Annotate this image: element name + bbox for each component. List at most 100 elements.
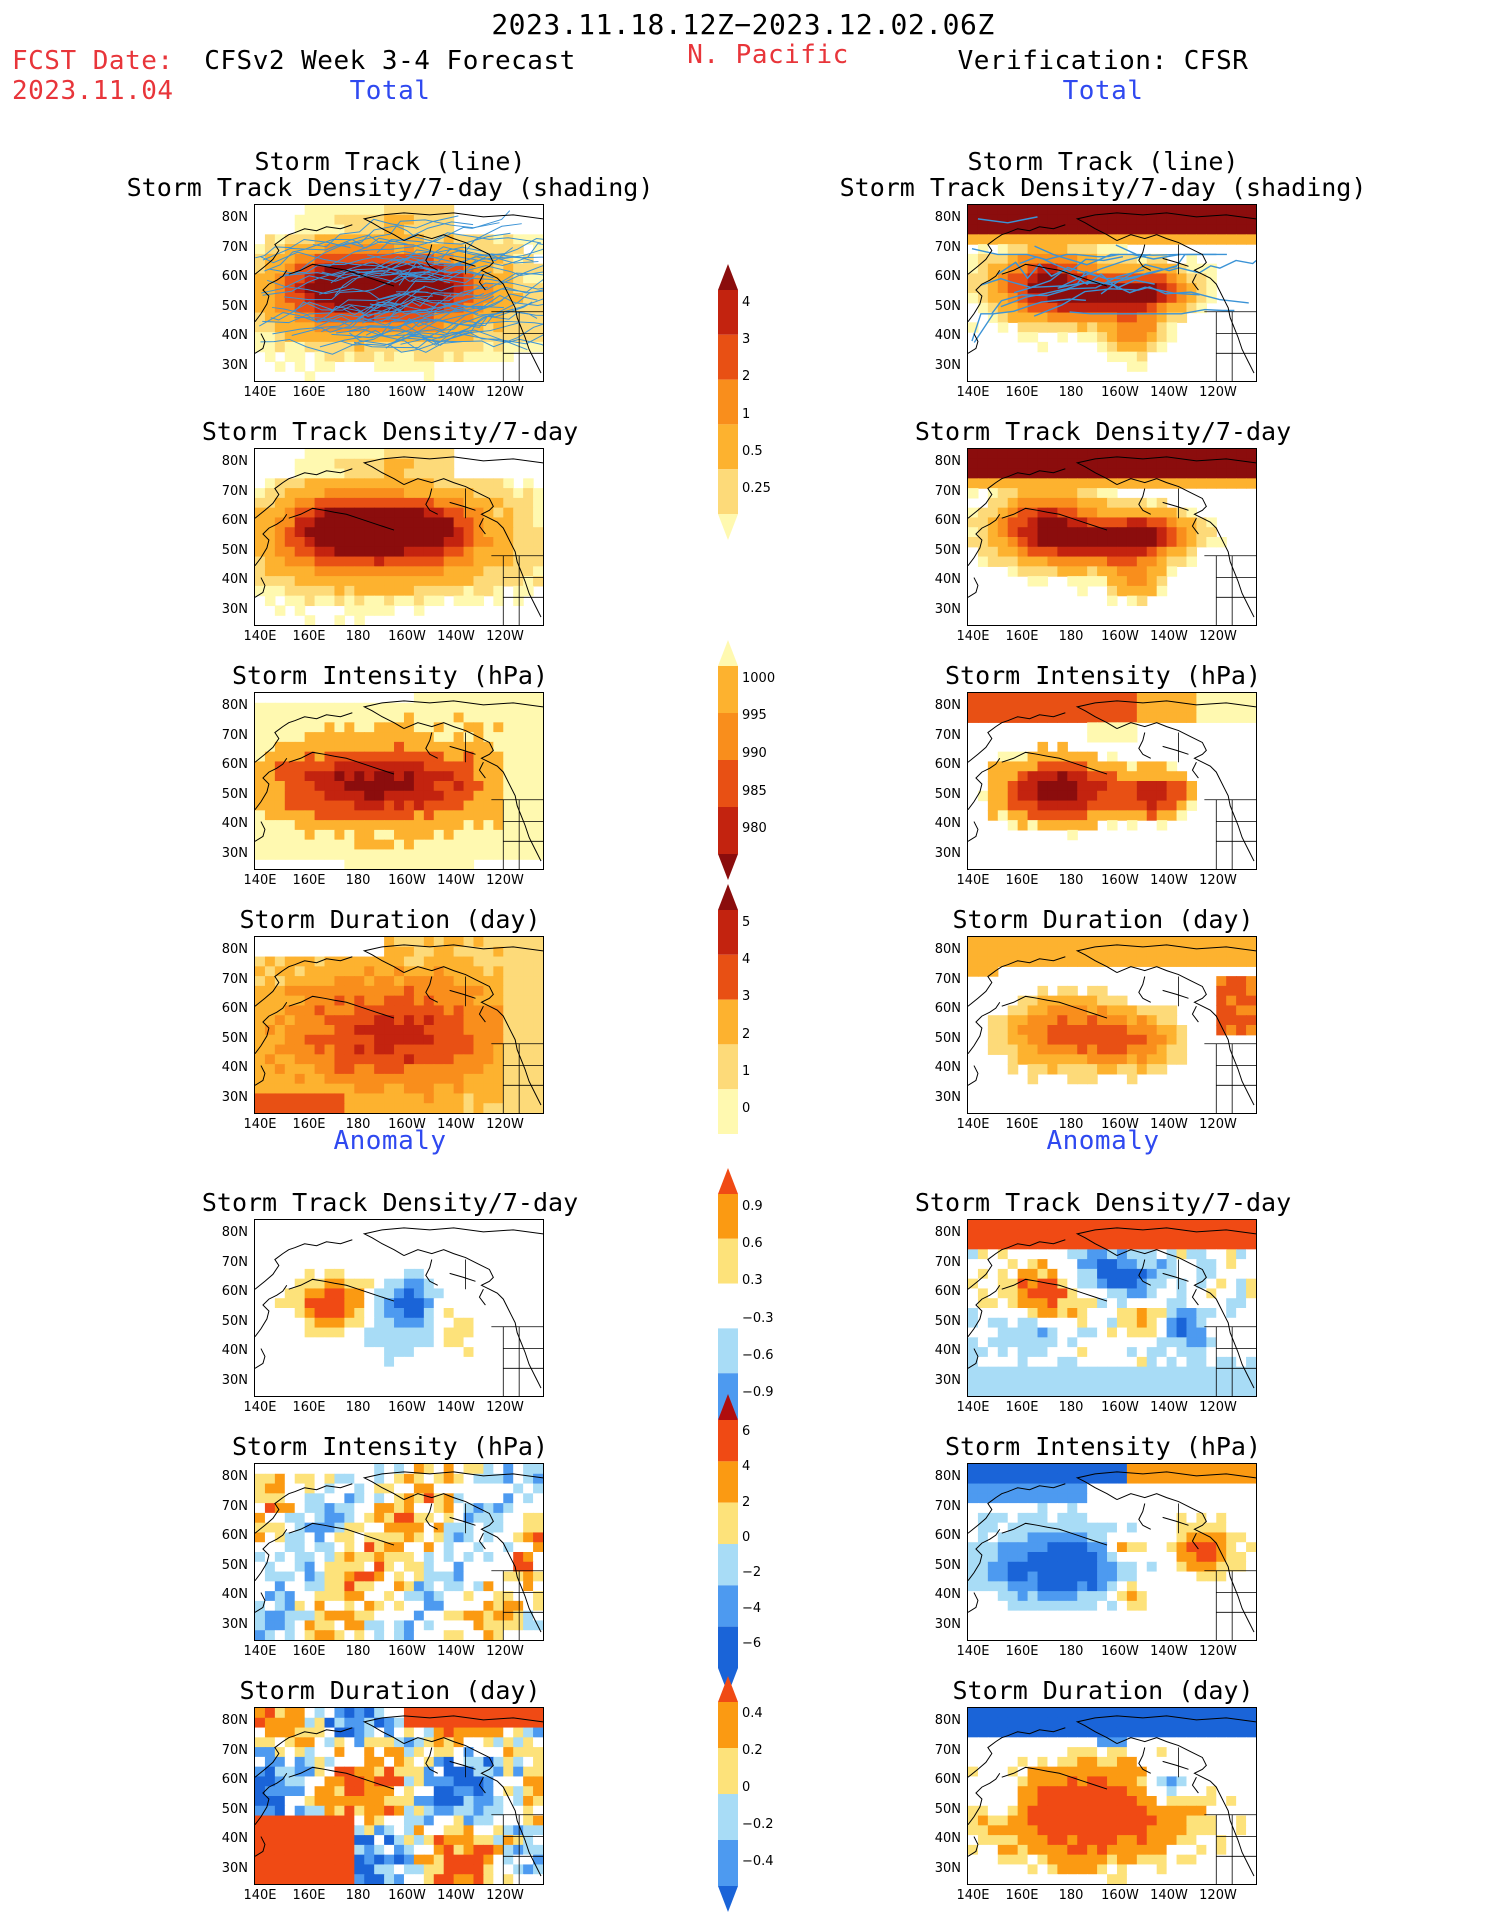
- grid-cell: [503, 790, 514, 802]
- grid-cell: [503, 761, 514, 772]
- grid-cell: [324, 790, 336, 802]
- grid-cell: [453, 537, 465, 548]
- grid-cell: [423, 702, 435, 714]
- grid-cell: [1077, 507, 1088, 519]
- grid-cell: [294, 517, 306, 528]
- grid-cell: [304, 1591, 316, 1602]
- grid-cell: [1057, 1298, 1068, 1309]
- grid-cell: [1136, 449, 1148, 460]
- grid-cell: [324, 556, 336, 567]
- grid-cell: [433, 1620, 445, 1631]
- grid-cell: [364, 995, 375, 1007]
- grid-cell: [304, 1317, 316, 1329]
- grid-cell: [384, 361, 395, 372]
- storm-track-line: [1059, 253, 1217, 288]
- coastline: [255, 1065, 266, 1086]
- grid-cell: [255, 1376, 266, 1387]
- coastline: [1075, 700, 1256, 730]
- y-tick-label: 30N: [934, 357, 961, 373]
- grid-cell: [1057, 449, 1068, 460]
- grid-cell: [394, 517, 405, 528]
- grid-cell: [997, 546, 1009, 558]
- grid-cell: [413, 1620, 425, 1631]
- grid-cell: [997, 1298, 1009, 1309]
- grid-cell: [314, 283, 326, 294]
- grid-cell: [483, 829, 494, 841]
- grid-cell: [1166, 273, 1178, 284]
- grid-cell: [344, 1073, 355, 1085]
- grid-cell: [1107, 214, 1118, 226]
- grid-cell: [1037, 312, 1049, 323]
- grid-cell: [433, 1015, 445, 1026]
- grid-cell: [344, 478, 355, 489]
- grid-cell: [1126, 595, 1138, 607]
- grid-cell: [513, 1630, 524, 1640]
- grid-cell: [314, 976, 326, 987]
- grid-cell: [394, 1464, 405, 1475]
- coastline: [425, 1503, 438, 1530]
- grid-cell: [274, 1093, 286, 1104]
- y-tick-label: 70N: [221, 1254, 248, 1270]
- grid-cell: [473, 712, 485, 723]
- grid-cell: [403, 1064, 415, 1075]
- grid-cell: [523, 1025, 534, 1036]
- grid-cell: [294, 1581, 306, 1592]
- grid-cell: [314, 546, 326, 558]
- grid-cell: [344, 1249, 355, 1260]
- grid-cell: [255, 1249, 266, 1260]
- grid-cell: [364, 1591, 375, 1602]
- grid-cell: [1037, 302, 1049, 314]
- grid-cell: [1017, 790, 1029, 802]
- grid-cell: [493, 741, 504, 753]
- grid-cell: [413, 273, 425, 284]
- grid-cell: [284, 771, 296, 782]
- grid-cell: [423, 1522, 435, 1534]
- grid-cell: [443, 1542, 455, 1553]
- grid-cell: [304, 1356, 316, 1368]
- grid-cell: [1007, 1034, 1019, 1046]
- grid-cell: [344, 966, 355, 977]
- grid-cell: [255, 322, 266, 333]
- grid-cell: [374, 1620, 385, 1631]
- grid-cell: [513, 702, 524, 714]
- grid-cell: [413, 1317, 425, 1329]
- grid-cell: [453, 1025, 465, 1036]
- grid-cell: [1027, 1308, 1039, 1319]
- grid-cell: [1007, 1064, 1019, 1075]
- grid-cell: [314, 1620, 326, 1631]
- grid-cell: [523, 1464, 534, 1475]
- grid-cell: [413, 1005, 425, 1016]
- grid-cell: [503, 1093, 514, 1104]
- grid-cell: [304, 1249, 316, 1260]
- grid-cell: [483, 810, 494, 821]
- grid-cell: [433, 224, 445, 235]
- grid-cell: [403, 800, 415, 811]
- grid-cell: [523, 976, 534, 987]
- grid-cell: [997, 205, 1009, 216]
- grid-cell: [997, 1317, 1009, 1329]
- storm-track-line: [405, 243, 543, 267]
- grid-cell: [294, 537, 306, 548]
- grid-cell: [1007, 1278, 1019, 1290]
- y-tick-label: 30N: [934, 845, 961, 861]
- grid-cell: [523, 995, 534, 1007]
- grid-cell: [394, 976, 405, 987]
- grid-cell: [384, 1376, 395, 1387]
- storm-track-line: [272, 315, 399, 335]
- grid-cell: [1246, 1005, 1256, 1016]
- grid-cell: [1027, 322, 1039, 333]
- grid-cell: [513, 771, 524, 782]
- grid-cell: [1116, 458, 1128, 470]
- grid-cell: [374, 1347, 385, 1358]
- coastline: [1075, 456, 1256, 486]
- grid-cell: [334, 820, 345, 831]
- grid-cell: [1107, 517, 1118, 528]
- grid-cell: [453, 1259, 465, 1270]
- grid-cell: [433, 566, 445, 577]
- grid-cell: [374, 1054, 385, 1065]
- grid-cell: [394, 839, 405, 851]
- grid-cell: [513, 1493, 524, 1504]
- grid-cell: [1186, 1229, 1198, 1241]
- grid-cell: [374, 205, 385, 216]
- grid-cell: [1236, 1366, 1247, 1378]
